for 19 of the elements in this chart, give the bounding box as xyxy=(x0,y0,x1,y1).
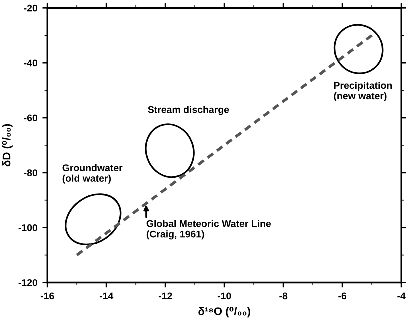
x-tick-label: -12 xyxy=(158,292,172,300)
y-tick-label: -20 xyxy=(24,4,38,12)
y-tick-label: -80 xyxy=(24,170,38,177)
y-tick-label: -60 xyxy=(24,114,38,122)
y-tick-label: -100 xyxy=(18,224,38,232)
y-tick-label: -40 xyxy=(24,60,38,67)
annotation: Precipitation (new water) xyxy=(334,82,392,102)
y-tick-label: -120 xyxy=(18,279,38,286)
y-axis-title: δD (⁰/₀₀) xyxy=(2,124,13,167)
annotation: Groundwater (old water) xyxy=(62,164,123,184)
annotation: Global Meteoric Water Line (Craig, 1961) xyxy=(146,220,272,240)
x-tick-label: -6 xyxy=(338,292,347,300)
x-axis-title: δ¹⁸O (⁰/₀₀) xyxy=(198,307,250,318)
x-tick-label: -14 xyxy=(100,292,114,300)
x-tick-label: -8 xyxy=(280,292,288,300)
annotation: Stream discharge xyxy=(148,106,230,116)
x-tick-label: -4 xyxy=(398,292,406,300)
x-tick-label: -10 xyxy=(218,292,232,300)
x-tick-label: -16 xyxy=(40,292,54,300)
